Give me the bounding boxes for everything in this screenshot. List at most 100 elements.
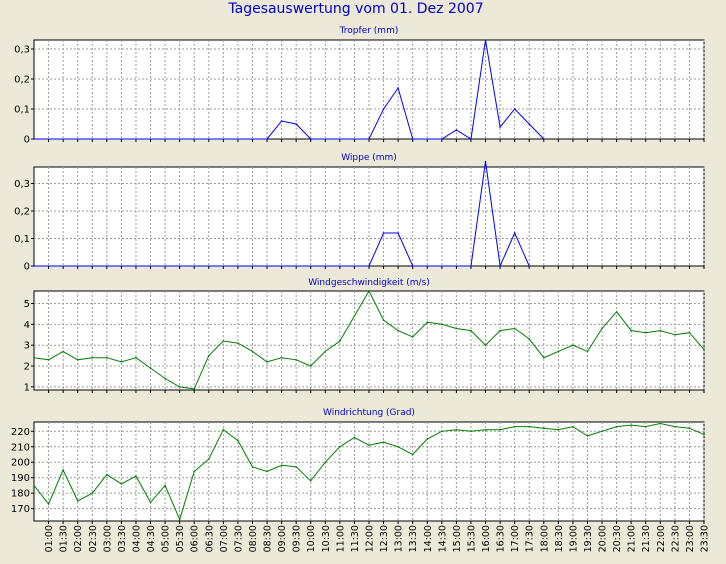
data-point — [266, 470, 268, 473]
data-point — [76, 358, 79, 361]
x-tick-label: 04:00 — [131, 525, 142, 552]
data-point — [149, 367, 152, 369]
y-tick-label: 0,2 — [14, 75, 30, 86]
data-point — [484, 344, 487, 346]
data-point — [601, 327, 603, 330]
x-tick-label: 03:00 — [102, 525, 113, 552]
data-point — [499, 126, 501, 128]
x-tick-label: 22:30 — [670, 525, 681, 552]
x-tick-label: 06:30 — [204, 525, 215, 552]
x-tick-label: 20:00 — [598, 525, 609, 552]
data-point — [33, 484, 35, 487]
data-point — [62, 350, 64, 353]
data-point — [528, 265, 531, 267]
data-point — [368, 444, 370, 447]
y-tick-label: 200 — [11, 458, 30, 469]
data-point — [91, 356, 94, 359]
data-point — [397, 445, 399, 448]
data-point — [382, 108, 385, 110]
data-point — [135, 356, 137, 359]
data-point — [120, 483, 123, 485]
data-point — [382, 319, 385, 321]
data-point — [106, 356, 108, 359]
data-point — [644, 425, 647, 428]
data-point — [47, 503, 50, 505]
data-point — [455, 327, 458, 330]
y-tick-label: 4 — [24, 320, 30, 331]
x-tick-label: 16:30 — [496, 525, 507, 552]
x-tick-label: 11:30 — [350, 525, 361, 552]
panel-2: Wippe (mm) 0 0,1 0,2 0,3 — [14, 153, 705, 273]
data-point — [324, 350, 327, 353]
x-tick-label: 21:30 — [641, 525, 652, 552]
x-tick-label: 14:30 — [437, 525, 448, 552]
data-point — [484, 160, 487, 163]
data-point — [688, 331, 691, 334]
chart-title: Tagesauswertung vom 01. Dez 2007 — [227, 1, 483, 17]
data-point — [484, 39, 487, 41]
data-point — [441, 323, 443, 326]
data-point — [222, 340, 225, 342]
data-point — [207, 354, 210, 357]
data-point — [382, 441, 385, 443]
data-point — [528, 123, 531, 125]
x-tick-label: 21:00 — [627, 525, 638, 552]
data-point — [397, 232, 399, 234]
data-point — [528, 425, 531, 428]
data-point — [441, 138, 443, 140]
data-point — [368, 138, 370, 140]
data-point — [193, 470, 196, 473]
x-tick-label: 19:30 — [583, 525, 594, 552]
data-point — [470, 138, 472, 140]
x-tick-label: 10:00 — [306, 525, 317, 552]
data-point — [688, 427, 691, 429]
data-point — [601, 430, 603, 433]
x-tick-label: 18:30 — [554, 525, 565, 552]
x-tick-label: 11:00 — [335, 525, 346, 552]
x-tick-label: 08:30 — [263, 525, 274, 552]
x-tick-label: 15:30 — [466, 525, 477, 552]
data-point — [455, 428, 458, 431]
data-point — [178, 518, 181, 521]
x-tick-label: 10:30 — [321, 525, 332, 552]
data-point — [630, 329, 632, 332]
x-tick-label: 13:00 — [394, 525, 405, 552]
data-point — [309, 138, 312, 140]
data-point — [280, 120, 283, 122]
x-tick-label: 15:00 — [452, 525, 463, 552]
data-point — [615, 425, 618, 428]
data-point — [164, 377, 166, 380]
data-point — [470, 265, 472, 267]
data-point — [455, 129, 458, 131]
y-tick-label: 0,1 — [14, 234, 30, 245]
data-point — [499, 329, 501, 332]
x-tick-label: 01:30 — [59, 525, 70, 552]
data-point — [324, 461, 327, 464]
y-tick-label: 0,3 — [14, 179, 30, 190]
data-point — [470, 430, 472, 433]
data-point — [411, 453, 414, 456]
panel-1: Tropfer (mm) 0 0,1 0,2 0,3 — [14, 26, 705, 146]
data-point — [615, 311, 618, 313]
y-tick-label: 170 — [11, 504, 30, 515]
data-point — [33, 138, 35, 140]
data-point — [572, 425, 574, 428]
data-point — [441, 430, 443, 433]
data-point — [644, 331, 647, 334]
data-point — [703, 433, 705, 436]
data-point — [309, 479, 312, 482]
y-tick-label: 1 — [24, 382, 30, 393]
y-tick-label: 190 — [11, 473, 30, 484]
data-point — [630, 424, 632, 426]
x-tick-label: 17:00 — [510, 525, 521, 552]
data-point — [237, 439, 239, 442]
y-tick-label: 3 — [24, 341, 30, 352]
data-point — [164, 484, 166, 487]
data-point — [659, 422, 662, 425]
x-tick-label: 02:30 — [88, 525, 99, 552]
panel-title: Windgeschwindigkeit (m/s) — [308, 278, 430, 288]
x-tick-label: 08:00 — [248, 525, 259, 552]
x-tick-label: 06:00 — [190, 525, 201, 552]
data-point — [368, 265, 370, 267]
x-tick-label: 13:30 — [408, 525, 419, 552]
